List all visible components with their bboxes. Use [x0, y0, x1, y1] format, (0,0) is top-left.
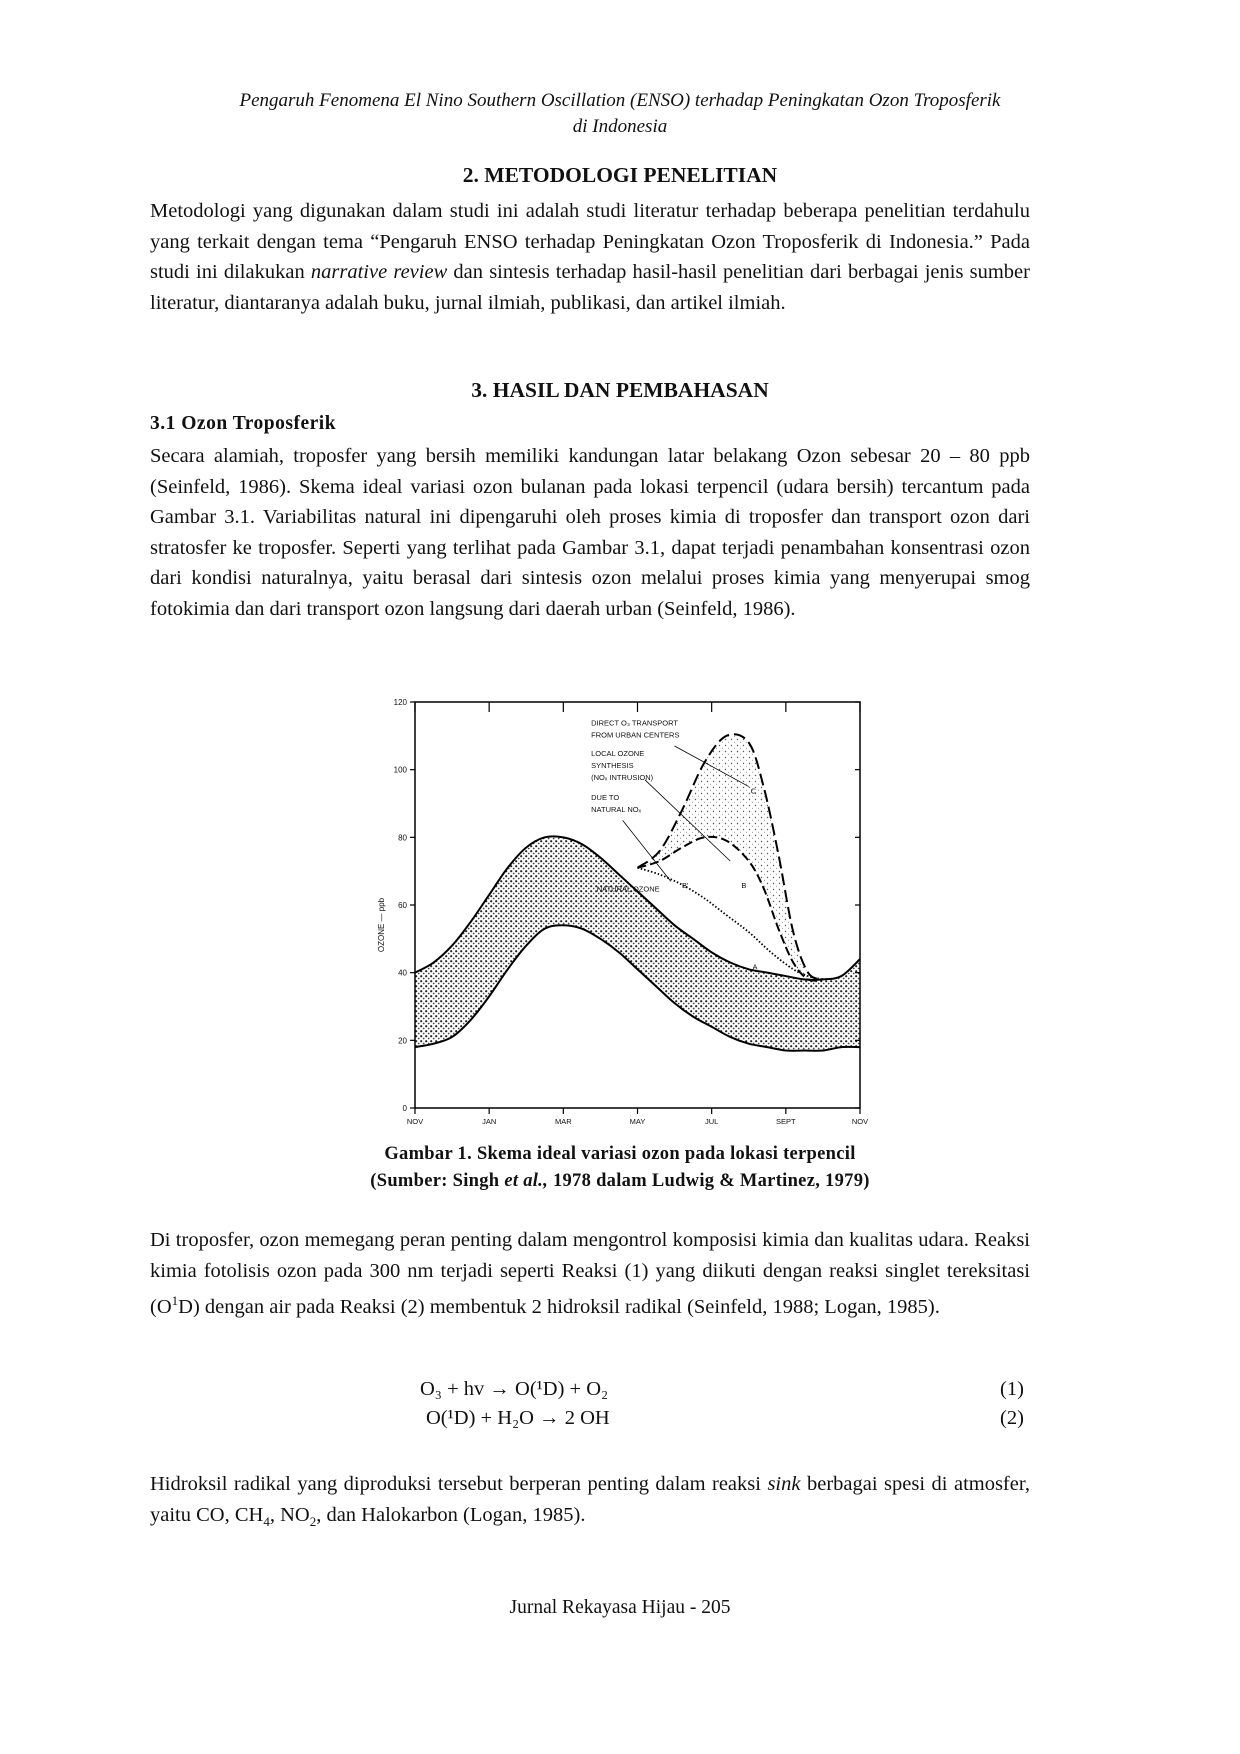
- region-c-fill: [637, 734, 823, 981]
- figure-caption-line-1: Gambar 1. Skema ideal variasi ozon pada …: [384, 1144, 856, 1164]
- annotation-direct-transport-0: DIRECT O₃ TRANSPORT: [591, 719, 678, 728]
- figure-caption-line-2: (Sumber: Singh et al., 1978 dalam Ludwig…: [370, 1171, 870, 1191]
- ozone-variation-chart: 0 20 40 60 80 100 120 NOV JAN MAR MAY JUL SEPT NOV OZO…: [377, 698, 868, 1126]
- annotation-c: C: [751, 786, 757, 795]
- subsection-3-1-title: 3.1 Ozon Troposferik: [150, 413, 337, 434]
- curve-b: [637, 835, 824, 982]
- curve-c: [636, 733, 824, 981]
- natural-ozone-band: [415, 836, 860, 1051]
- annotation-local-synthesis-0: LOCAL OZONE: [591, 749, 644, 758]
- y-tick-label-0: 0: [403, 1104, 408, 1113]
- leader-direct: [674, 745, 749, 787]
- annotation-due-natural-1: NATURAL NOₓ: [591, 805, 642, 814]
- annotation-local-synthesis-1: SYNTHESIS: [591, 761, 634, 770]
- equation-1: O₃ + hv → O(¹D) + O₂: [420, 1378, 609, 1400]
- y-tick-label-40: 40: [398, 969, 407, 978]
- hydroxyl-paragraph: Hidroksil radikal yang diproduksi terseb…: [150, 1473, 1030, 1529]
- section-2-title: 2. METODOLOGI PENELITIAN: [462, 163, 778, 187]
- x-tick-label-4: JUL: [705, 1117, 718, 1126]
- y-tick-label-120: 120: [394, 698, 408, 707]
- section-3-title: 3. HASIL DAN PEMBAHASAN: [471, 378, 769, 402]
- x-tick-label-2: MAR: [555, 1117, 572, 1126]
- y-tick-label-20: 20: [398, 1036, 407, 1045]
- equation-2: O(¹D) + H₂O → 2 OH: [426, 1407, 610, 1429]
- annotation-b-prime: B': [682, 881, 689, 890]
- running-header: Pengaruh Fenomena El Nino Southern Oscil…: [150, 88, 1090, 140]
- annotation-local-synthesis-2: (NOₓ INTRUSION): [591, 773, 654, 782]
- leader-local: [644, 779, 731, 862]
- x-tick-label-1: JAN: [482, 1117, 496, 1126]
- header-line-2: di Indonesia: [572, 116, 668, 137]
- section-3-1-paragraph: Secara alamiah, troposfer yang bersih me…: [150, 445, 1030, 620]
- y-tick-label-80: 80: [398, 833, 407, 842]
- annotation-b: B: [741, 881, 746, 890]
- y-axis-label: OZONE — ppb: [377, 897, 386, 952]
- annotation-direct-transport-1: FROM URBAN CENTERS: [591, 731, 679, 740]
- equation-2-number: (2): [1000, 1407, 1024, 1429]
- equation-1-number: (1): [1000, 1378, 1024, 1400]
- x-tick-label-3: MAY: [630, 1117, 646, 1126]
- section-2-paragraph: Metodologi yang digunakan dalam studi in…: [150, 200, 1030, 314]
- y-tick-label-60: 60: [398, 901, 407, 910]
- annotation-a: A: [752, 962, 757, 971]
- annotation-natural-ozone: NATURAL OZONE: [597, 884, 660, 893]
- natural-ozone-upper-curve: [414, 835, 861, 981]
- ozone-troposphere-paragraph: Di troposfer, ozon memegang peran pentin…: [150, 1229, 1030, 1318]
- figure-caption: Gambar 1. Skema ideal variasi ozon pada …: [150, 1141, 1090, 1195]
- x-tick-label-0: NOV: [407, 1117, 423, 1126]
- x-tick-label-5: SEPT: [776, 1117, 796, 1126]
- natural-ozone-lower-curve: [414, 924, 861, 1052]
- header-line-1: Pengaruh Fenomena El Nino Southern Oscil…: [239, 90, 1001, 111]
- y-tick-label-100: 100: [394, 766, 408, 775]
- x-tick-label-6: NOV: [852, 1117, 868, 1126]
- emphasis-narrative-review: narrative review: [310, 261, 448, 283]
- leader-due: [622, 820, 672, 882]
- page-footer: Jurnal Rekayasa Hijau - 205: [509, 1597, 731, 1618]
- annotation-due-natural-0: DUE TO: [591, 793, 619, 802]
